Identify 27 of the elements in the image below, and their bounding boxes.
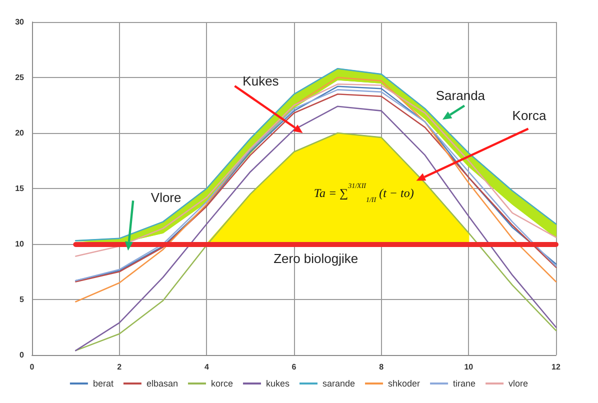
legend-label: elbasan	[146, 378, 178, 388]
y-tick-label: 0	[20, 350, 25, 360]
x-tick-label: 2	[117, 362, 122, 372]
y-tick-label: 5	[20, 295, 25, 304]
y-tick-label: 10	[15, 240, 25, 248]
annotation: Kukes	[242, 74, 280, 88]
ref-line-label: Zero biologjike	[274, 251, 358, 266]
x-tick-label: 8	[379, 362, 384, 372]
legend-label: sarande	[322, 378, 356, 388]
annotation: Korca	[512, 108, 548, 124]
y-tick-label: 30	[15, 18, 25, 26]
legend-label: tirane	[453, 378, 476, 388]
x-tick-label: 6	[292, 362, 297, 372]
legend-label: kukes	[266, 378, 290, 388]
legend-label: vlore	[508, 378, 528, 388]
annotation: Saranda	[436, 88, 486, 104]
legend-label: berat	[92, 378, 114, 388]
x-tick-label: 12	[552, 362, 561, 372]
y-tick-label: 20	[15, 128, 25, 138]
legend-label: korce	[210, 378, 233, 388]
annotation: Vlore	[150, 190, 182, 206]
x-tick-label: 0	[30, 362, 35, 372]
x-tick-label: 4	[204, 362, 210, 372]
y-tick-label: 15	[15, 184, 25, 193]
legend-label: shkoder	[388, 378, 420, 388]
x-tick-label: 10	[464, 362, 474, 372]
y-tick-label: 25	[15, 73, 25, 82]
